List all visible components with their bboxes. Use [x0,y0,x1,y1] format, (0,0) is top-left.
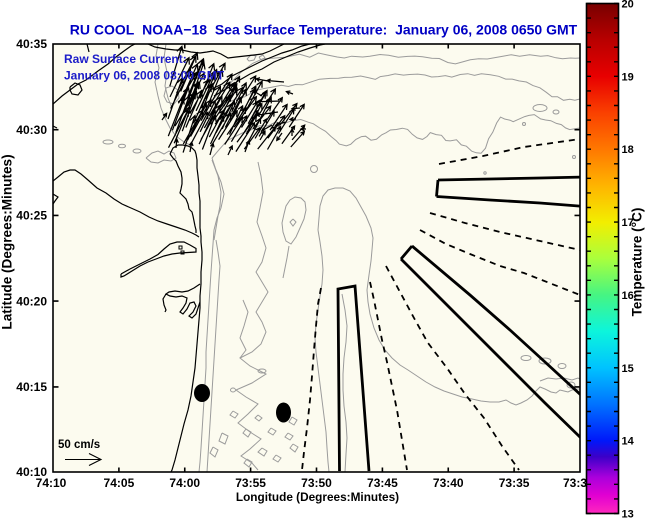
svg-text:18: 18 [622,144,634,156]
svg-text:RU COOL NOAA−18 Sea Surface: RU COOL NOAA−18 Sea Surface Temperature:… [70,22,578,38]
svg-text:Latitude (Degrees:Minutes): Latitude (Degrees:Minutes) [0,154,15,329]
svg-text:40:30: 40:30 [16,123,47,137]
svg-text:73:45: 73:45 [367,476,398,490]
svg-text:Raw Surface Current:: Raw Surface Current: [64,52,187,66]
svg-text:73:50: 73:50 [301,476,332,490]
svg-text:40:25: 40:25 [16,209,47,223]
svg-text:Temperature (°C): Temperature (°C) [630,208,645,317]
svg-text:Longitude (Degrees:Minutes): Longitude (Degrees:Minutes) [236,490,399,504]
svg-text:50 cm/s: 50 cm/s [58,439,100,451]
svg-text:73:55: 73:55 [235,476,266,490]
svg-text:73:3: 73:3 [563,476,587,490]
svg-text:13: 13 [622,509,634,518]
svg-text:19: 19 [622,71,634,83]
svg-text:15: 15 [622,363,634,375]
svg-text:40:35: 40:35 [16,37,47,51]
svg-text:January 06, 2008 08:00 GMT: January 06, 2008 08:00 GMT [64,69,225,83]
svg-text:16: 16 [622,290,634,302]
svg-text:14: 14 [622,436,635,448]
svg-text:40:15: 40:15 [16,380,47,394]
svg-text:40:20: 40:20 [16,294,47,308]
svg-text:74:05: 74:05 [104,476,135,490]
svg-text:17: 17 [622,217,634,229]
svg-text:74:00: 74:00 [169,476,200,490]
svg-text:73:35: 73:35 [499,476,530,490]
svg-text:20: 20 [622,0,634,11]
svg-text:40:10: 40:10 [16,465,47,479]
svg-text:74:10: 74:10 [36,476,67,490]
svg-text:73:40: 73:40 [433,476,464,490]
